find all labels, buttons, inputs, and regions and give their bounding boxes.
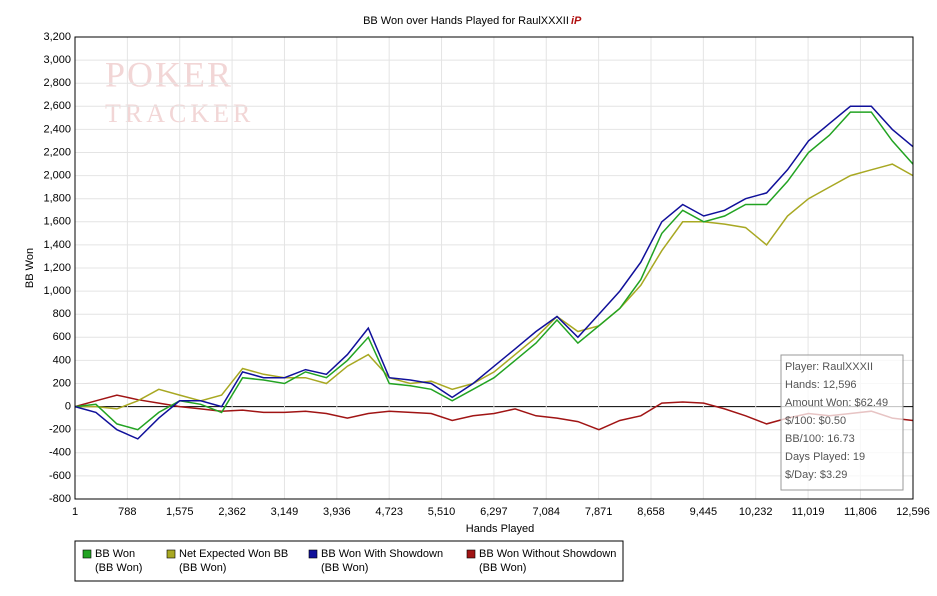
- x-tick-label: 7,871: [585, 506, 613, 518]
- y-tick-label: 2,000: [43, 170, 71, 182]
- x-tick-label: 9,445: [690, 506, 718, 518]
- y-tick-label: 3,200: [43, 31, 71, 43]
- watermark: POKER: [105, 54, 233, 94]
- legend-swatch: [308, 549, 318, 559]
- stats-line: Amount Won: $62.49: [785, 397, 888, 409]
- y-tick-label: 2,800: [43, 77, 71, 89]
- x-tick-label: 5,510: [428, 506, 456, 518]
- x-tick-label: 6,297: [480, 506, 508, 518]
- x-tick-label: 4,723: [375, 506, 403, 518]
- stats-line: Player: RaulXXXII: [785, 361, 873, 373]
- x-tick-label: 12,596: [896, 506, 930, 518]
- legend-swatch: [82, 549, 92, 559]
- stats-line: Hands: 12,596: [785, 379, 857, 391]
- stats-line: $/Day: $3.29: [785, 469, 847, 481]
- y-tick-label: 400: [53, 354, 71, 366]
- y-tick-label: 2,400: [43, 123, 71, 135]
- x-tick-label: 10,232: [739, 506, 773, 518]
- stats-line: Days Played: 19: [785, 451, 865, 463]
- y-tick-label: 2,200: [43, 146, 71, 158]
- x-tick-label: 2,362: [218, 506, 246, 518]
- x-tick-label: 11,019: [792, 506, 825, 518]
- x-tick-label: 1: [72, 506, 78, 518]
- watermark: TRACKER: [105, 99, 254, 128]
- y-tick-label: 0: [65, 401, 71, 413]
- series-line: [75, 163, 914, 410]
- y-tick-label: 200: [53, 377, 71, 389]
- y-tick-label: 1,800: [43, 193, 71, 205]
- legend-label: BB Won: [95, 548, 135, 560]
- series-line: [74, 111, 914, 431]
- x-tick-label: 3,149: [271, 506, 299, 518]
- y-tick-label: 1,000: [43, 285, 71, 297]
- chart-title: BB Won over Hands Played for RaulXXXII: [363, 15, 569, 27]
- legend-label: BB Won With Showdown: [321, 548, 443, 560]
- x-tick-label: 788: [118, 506, 136, 518]
- legend-box: [74, 540, 624, 582]
- y-tick-label: -800: [49, 493, 71, 505]
- stats-box: [780, 354, 904, 491]
- y-tick-label: -400: [49, 447, 71, 459]
- y-tick-label: 1,600: [43, 216, 71, 228]
- legend-label: BB Won Without Showdown: [479, 548, 616, 560]
- x-tick-label: 1,575: [166, 506, 194, 518]
- stats-line: $/100: $0.50: [785, 415, 846, 427]
- legend-unit: (BB Won): [479, 562, 526, 574]
- x-tick-label: 7,084: [532, 506, 560, 518]
- y-tick-label: 600: [53, 331, 71, 343]
- y-tick-label: -200: [49, 424, 71, 436]
- stats-line: BB/100: 16.73: [785, 433, 855, 445]
- legend-label: Net Expected Won BB: [179, 548, 288, 560]
- y-tick-label: 800: [53, 308, 71, 320]
- y-tick-label: 3,000: [43, 54, 71, 66]
- logo-icon: iP: [571, 15, 582, 27]
- legend-unit: (BB Won): [179, 562, 226, 574]
- x-axis-label: Hands Played: [466, 523, 535, 535]
- y-axis-label: BB Won: [24, 248, 36, 288]
- series-line: [74, 105, 914, 440]
- legend-swatch: [166, 549, 176, 559]
- legend-swatch: [466, 549, 476, 559]
- legend-unit: (BB Won): [321, 562, 368, 574]
- y-tick-label: 1,400: [43, 239, 71, 251]
- x-tick-label: 11,806: [844, 506, 877, 518]
- y-tick-label: 2,600: [43, 100, 71, 112]
- legend-unit: (BB Won): [95, 562, 142, 574]
- y-tick-label: -600: [49, 470, 71, 482]
- x-tick-label: 3,936: [323, 506, 351, 518]
- plot-border: [74, 36, 914, 500]
- x-tick-label: 8,658: [637, 506, 665, 518]
- y-tick-label: 1,200: [43, 262, 71, 274]
